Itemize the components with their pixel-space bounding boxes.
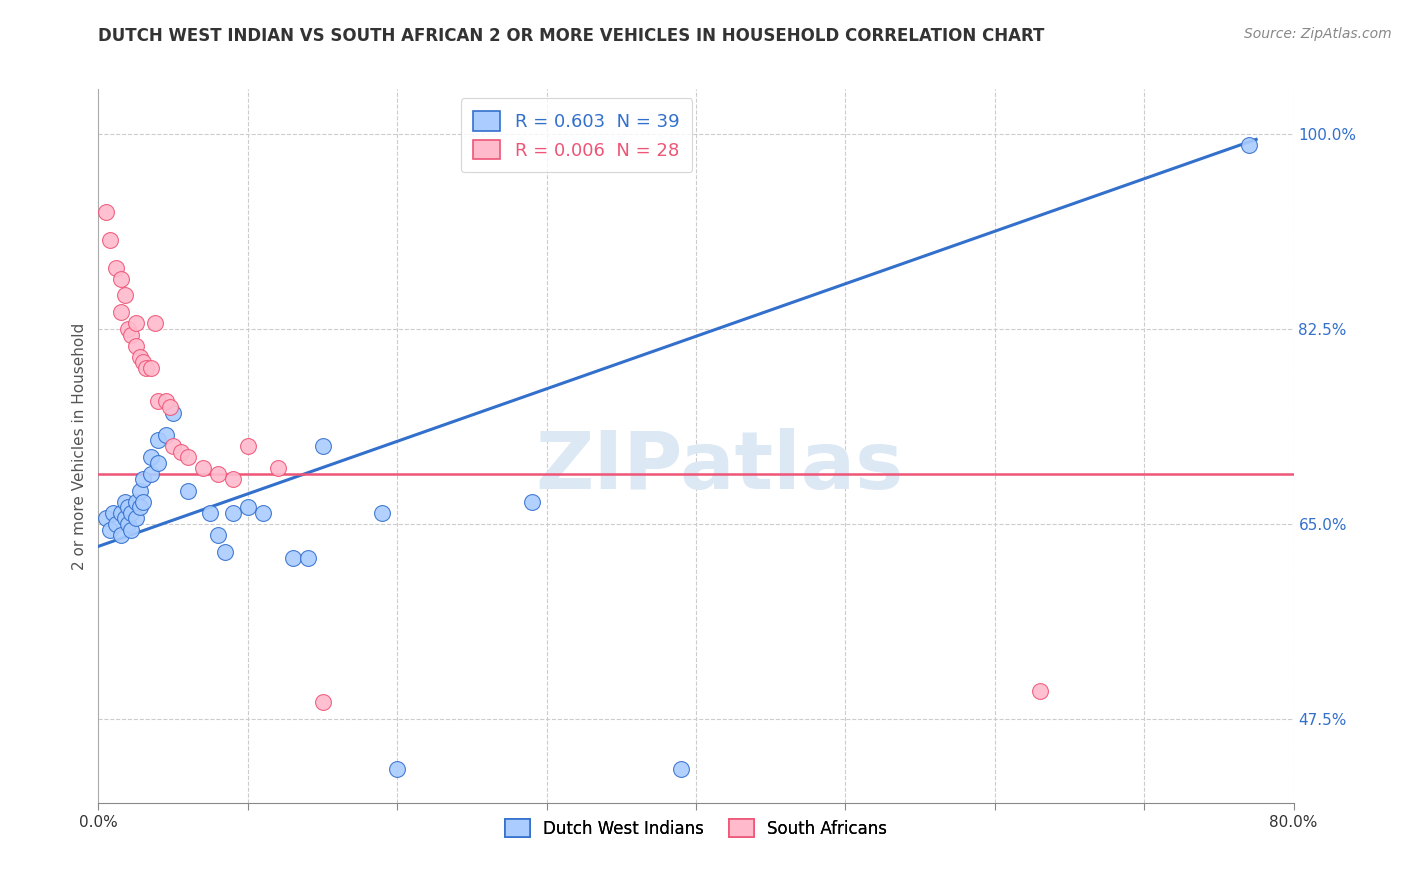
- Point: [162, 439, 184, 453]
- Point: [105, 516, 128, 531]
- Point: [385, 762, 409, 776]
- Point: [105, 260, 128, 275]
- Point: [139, 360, 162, 375]
- Point: [155, 427, 177, 442]
- Point: [207, 528, 229, 542]
- Point: [114, 494, 136, 508]
- Point: [222, 473, 245, 487]
- Point: [117, 500, 139, 515]
- Point: [169, 444, 191, 458]
- Point: [117, 322, 139, 336]
- Point: [148, 394, 170, 409]
- Point: [94, 511, 117, 525]
- Point: [371, 506, 394, 520]
- Point: [117, 516, 139, 531]
- Point: [281, 550, 304, 565]
- Point: [125, 338, 148, 352]
- Point: [132, 355, 155, 369]
- Point: [110, 305, 132, 319]
- Point: [139, 450, 162, 465]
- Text: ZIPatlas: ZIPatlas: [536, 428, 904, 507]
- Point: [200, 506, 222, 520]
- Point: [120, 506, 142, 520]
- Point: [222, 506, 245, 520]
- Point: [236, 500, 259, 515]
- Point: [520, 494, 543, 508]
- Point: [129, 483, 152, 498]
- Text: Source: ZipAtlas.com: Source: ZipAtlas.com: [1244, 27, 1392, 41]
- Point: [110, 506, 132, 520]
- Point: [110, 528, 132, 542]
- Point: [139, 467, 162, 481]
- Point: [155, 394, 177, 409]
- Point: [297, 550, 319, 565]
- Point: [1237, 138, 1260, 153]
- Point: [98, 523, 122, 537]
- Point: [135, 360, 157, 375]
- Point: [311, 696, 333, 710]
- Point: [252, 506, 274, 520]
- Point: [125, 511, 148, 525]
- Point: [669, 762, 692, 776]
- Point: [311, 439, 333, 453]
- Point: [98, 233, 122, 247]
- Point: [125, 316, 148, 330]
- Point: [177, 450, 200, 465]
- Legend: Dutch West Indians, South Africans: Dutch West Indians, South Africans: [498, 813, 894, 845]
- Point: [143, 316, 166, 330]
- Point: [177, 483, 200, 498]
- Point: [207, 467, 229, 481]
- Point: [148, 434, 170, 448]
- Text: DUTCH WEST INDIAN VS SOUTH AFRICAN 2 OR MORE VEHICLES IN HOUSEHOLD CORRELATION C: DUTCH WEST INDIAN VS SOUTH AFRICAN 2 OR …: [98, 27, 1045, 45]
- Point: [120, 523, 142, 537]
- Point: [214, 545, 236, 559]
- Point: [148, 456, 170, 470]
- Point: [132, 494, 155, 508]
- Point: [236, 439, 259, 453]
- Point: [103, 506, 125, 520]
- Point: [114, 288, 136, 302]
- Point: [114, 511, 136, 525]
- Point: [125, 494, 148, 508]
- Point: [159, 400, 181, 414]
- Point: [129, 500, 152, 515]
- Point: [162, 405, 184, 419]
- Point: [191, 461, 214, 475]
- Point: [267, 461, 290, 475]
- Point: [1028, 684, 1050, 698]
- Point: [132, 473, 155, 487]
- Point: [110, 271, 132, 285]
- Point: [129, 350, 152, 364]
- Point: [120, 327, 142, 342]
- Y-axis label: 2 or more Vehicles in Household: 2 or more Vehicles in Household: [72, 322, 87, 570]
- Point: [94, 204, 117, 219]
